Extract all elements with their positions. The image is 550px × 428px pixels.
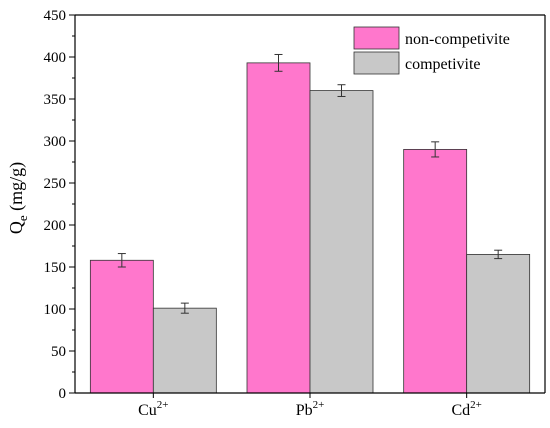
legend-label-competivite: competivite [405, 56, 481, 73]
bar-non-competivite-cu [89, 259, 154, 394]
y-tick-label-300: 300 [44, 134, 67, 150]
x-tick-label-superscript: 2+ [470, 399, 482, 411]
legend-label-non-competivite: non-competivite [405, 31, 510, 48]
y-tick-label-50: 50 [51, 344, 66, 360]
y-tick-label-400: 400 [44, 50, 67, 66]
bar-competivite-cd [466, 253, 531, 394]
y-tick-label-150: 150 [44, 260, 67, 276]
bar-competivite-pb [309, 90, 374, 394]
x-tick-label-pb: Pb2+ [296, 399, 325, 419]
error-bar-non-competivite-cd [431, 141, 440, 158]
y-axis-label-subscript: e [15, 215, 30, 221]
legend: non-competivite competivite [353, 26, 510, 75]
legend-swatch-competivite [353, 51, 400, 75]
y-tick-label-250: 250 [44, 176, 67, 192]
x-tick-label-superscript: 2+ [313, 399, 325, 411]
y-axis-label-base: Q [6, 221, 26, 234]
x-tick-label-superscript: 2+ [157, 399, 169, 411]
y-ticks-layer: 0 50 100 150 200 250 300 350 400 450 [44, 8, 75, 402]
x-tick-label-base: Pb [296, 402, 313, 419]
x-tick-label-cu: Cu2+ [138, 399, 168, 419]
bar-non-competivite-pb [246, 62, 311, 394]
x-ticks-layer: Cu2+ Pb2+ Cd2+ [138, 393, 482, 419]
x-tick-label-base: Cd [451, 402, 470, 419]
y-tick-label-350: 350 [44, 92, 67, 108]
y-tick-label-100: 100 [44, 302, 67, 318]
error-bar-non-competivite-cu [117, 253, 126, 268]
error-bar-competivite-pb [337, 84, 346, 97]
y-tick-label-0: 0 [59, 386, 67, 402]
y-axis-label: Qe (mg/g) [6, 162, 30, 234]
error-bars-layer [117, 53, 503, 314]
bar-competivite-cu [152, 307, 217, 394]
bar-non-competivite-cd [403, 148, 468, 394]
legend-swatch-non-competivite [353, 26, 400, 50]
y-tick-label-200: 200 [44, 218, 67, 234]
error-bar-non-competivite-pb [274, 53, 283, 72]
bars-layer [89, 62, 531, 394]
y-axis-label-unit: (mg/g) [6, 162, 27, 216]
error-bar-competivite-cd [494, 249, 503, 260]
x-tick-label-cd: Cd2+ [451, 399, 481, 419]
x-tick-label-base: Cu [138, 402, 157, 419]
y-tick-label-450: 450 [44, 8, 67, 24]
error-bar-competivite-cu [180, 302, 189, 314]
